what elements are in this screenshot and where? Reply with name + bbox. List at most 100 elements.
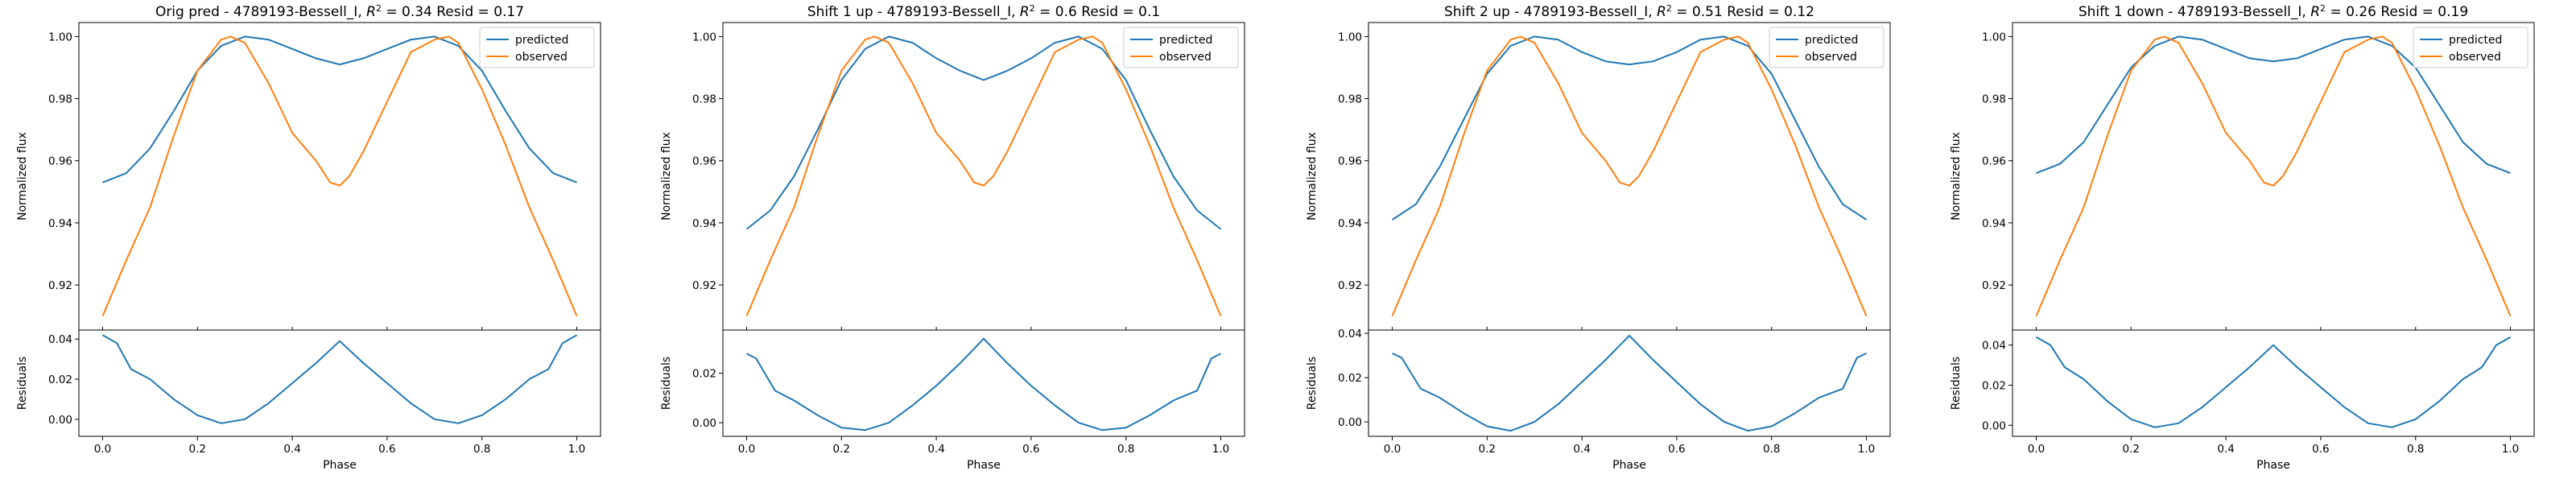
resid-y-axis-label: Residuals (1950, 357, 1963, 410)
residual-axes-frame (722, 329, 1245, 437)
series-line-predicted (2036, 35, 2511, 175)
x-tick-label: 0.2 (1479, 443, 1496, 456)
resid-y-tick-label: 0.02 (48, 374, 72, 386)
series-line-observed (2035, 35, 2512, 316)
y-axis-label: Normalized flux (16, 132, 29, 221)
title-r2-symbol: R (1657, 4, 1666, 20)
y-tick-label: 0.96 (48, 155, 72, 168)
title-resid: Resid = 0.19 (2376, 4, 2468, 20)
title-prefix: Shift 1 up - 4789193-Bessell_I, (807, 4, 1020, 20)
y-tick-label: 0.92 (48, 279, 72, 292)
title-r2-value: = 0.51 (1672, 4, 1723, 20)
chart-panel-2: Shift 1 up - 4789193-Bessell_I, R2 = 0.6… (660, 3, 1245, 472)
x-tick-label: 0.4 (283, 443, 300, 456)
legend-label-observed: observed (1159, 51, 1212, 64)
x-tick-label: 1.0 (2502, 443, 2519, 456)
series-line-observed (745, 35, 1222, 316)
x-tick-label: 0.2 (189, 443, 206, 456)
legend-box (1123, 27, 1239, 68)
x-tick-label: 0.6 (378, 443, 395, 456)
legend: predicted observed (2413, 27, 2529, 68)
legend-label-predicted: predicted (2449, 34, 2502, 47)
residuals-line (2036, 336, 2511, 428)
resid-y-tick-label: 0.04 (1982, 340, 2006, 353)
y-tick-label: 0.92 (1982, 279, 2006, 292)
residuals-line (746, 337, 1221, 431)
y-tick-label: 0.98 (48, 93, 72, 106)
x-axis-label: Phase (2256, 459, 2290, 472)
x-tick-label: 0.6 (1022, 443, 1039, 456)
title-r2-superscript: 2 (1666, 3, 1672, 14)
y-tick-label: 0.96 (1338, 155, 1362, 168)
x-tick-label: 1.0 (1858, 443, 1875, 456)
legend: predicted observed (1123, 27, 1239, 68)
title-resid: Resid = 0.17 (432, 4, 524, 20)
resid-y-axis-label: Residuals (16, 357, 29, 410)
y-axis-label: Normalized flux (660, 132, 673, 221)
title-r2-superscript: 2 (2320, 3, 2326, 14)
chart-title: Shift 1 up - 4789193-Bessell_I, R2 = 0.6… (807, 3, 1160, 20)
y-tick-label: 0.92 (692, 279, 716, 292)
series-line-observed (101, 35, 578, 316)
chart-panel-1: Orig pred - 4789193-Bessell_I, R2 = 0.34… (16, 3, 601, 472)
x-tick-label: 0.4 (1573, 443, 1590, 456)
chart-panel-4: Shift 1 down - 4789193-Bessell_I, R2 = 0… (1950, 3, 2535, 472)
x-tick-label: 0.4 (2217, 443, 2234, 456)
title-r2-value: = 0.34 (382, 4, 432, 20)
x-tick-label: 0.0 (1384, 443, 1401, 456)
x-tick-label: 1.0 (1212, 443, 1229, 456)
x-tick-label: 0.8 (473, 443, 490, 456)
y-tick-label: 0.96 (692, 155, 716, 168)
title-prefix: Shift 1 down - 4789193-Bessell_I, (2079, 4, 2310, 20)
legend-label-predicted: predicted (1159, 34, 1212, 47)
x-tick-label: 0.8 (1117, 443, 1134, 456)
chart-title: Orig pred - 4789193-Bessell_I, R2 = 0.34… (155, 3, 524, 20)
x-axis-label: Phase (323, 459, 357, 472)
x-tick-label: 0.0 (738, 443, 755, 456)
chart-title: Shift 1 down - 4789193-Bessell_I, R2 = 0… (2079, 3, 2468, 20)
residual-axes-frame (78, 329, 601, 437)
y-tick-label: 0.98 (1982, 93, 2006, 106)
resid-y-tick-label: 0.00 (48, 414, 72, 427)
legend-label-observed: observed (2449, 51, 2501, 64)
legend-label-predicted: predicted (515, 34, 568, 47)
resid-y-axis-label: Residuals (1306, 357, 1319, 410)
resid-y-tick-label: 0.02 (1338, 372, 1362, 385)
chart-title: Shift 2 up - 4789193-Bessell_I, R2 = 0.5… (1444, 3, 1814, 20)
resid-y-tick-label: 0.02 (1982, 379, 2006, 392)
title-r2-symbol: R (366, 4, 376, 20)
residuals-line (1392, 334, 1867, 432)
title-r2-value: = 0.26 (2326, 4, 2376, 20)
y-tick-label: 0.96 (1982, 155, 2006, 168)
resid-y-tick-label: 0.00 (1982, 419, 2006, 432)
x-tick-label: 0.8 (2407, 443, 2424, 456)
y-tick-label: 1.00 (1338, 31, 1362, 43)
residuals-line (102, 334, 577, 424)
legend-label-predicted: predicted (1805, 34, 1858, 47)
legend-box (479, 27, 595, 68)
title-resid: Resid = 0.12 (1723, 4, 1814, 20)
title-r2-symbol: R (2310, 4, 2320, 20)
y-tick-label: 1.00 (48, 31, 72, 43)
x-tick-label: 0.0 (2028, 443, 2045, 456)
x-tick-label: 1.0 (568, 443, 585, 456)
resid-y-tick-label: 0.00 (1338, 416, 1362, 429)
x-axis-label: Phase (967, 459, 1001, 472)
residual-axes-frame (2012, 329, 2535, 437)
y-tick-label: 1.00 (1982, 31, 2006, 43)
y-tick-label: 1.00 (692, 31, 716, 43)
resid-y-axis-label: Residuals (660, 357, 673, 410)
legend-box (2413, 27, 2529, 68)
title-r2-value: = 0.6 (1035, 4, 1077, 20)
x-tick-label: 0.2 (833, 443, 850, 456)
y-axis-label: Normalized flux (1306, 132, 1319, 221)
title-prefix: Orig pred - 4789193-Bessell_I, (155, 4, 366, 20)
legend: predicted observed (479, 27, 595, 68)
resid-y-tick-label: 0.00 (692, 417, 716, 430)
y-tick-label: 0.98 (1338, 93, 1362, 106)
y-tick-label: 0.92 (1338, 279, 1362, 292)
resid-y-tick-label: 0.04 (1338, 328, 1362, 341)
series-line-observed (1391, 35, 1868, 316)
